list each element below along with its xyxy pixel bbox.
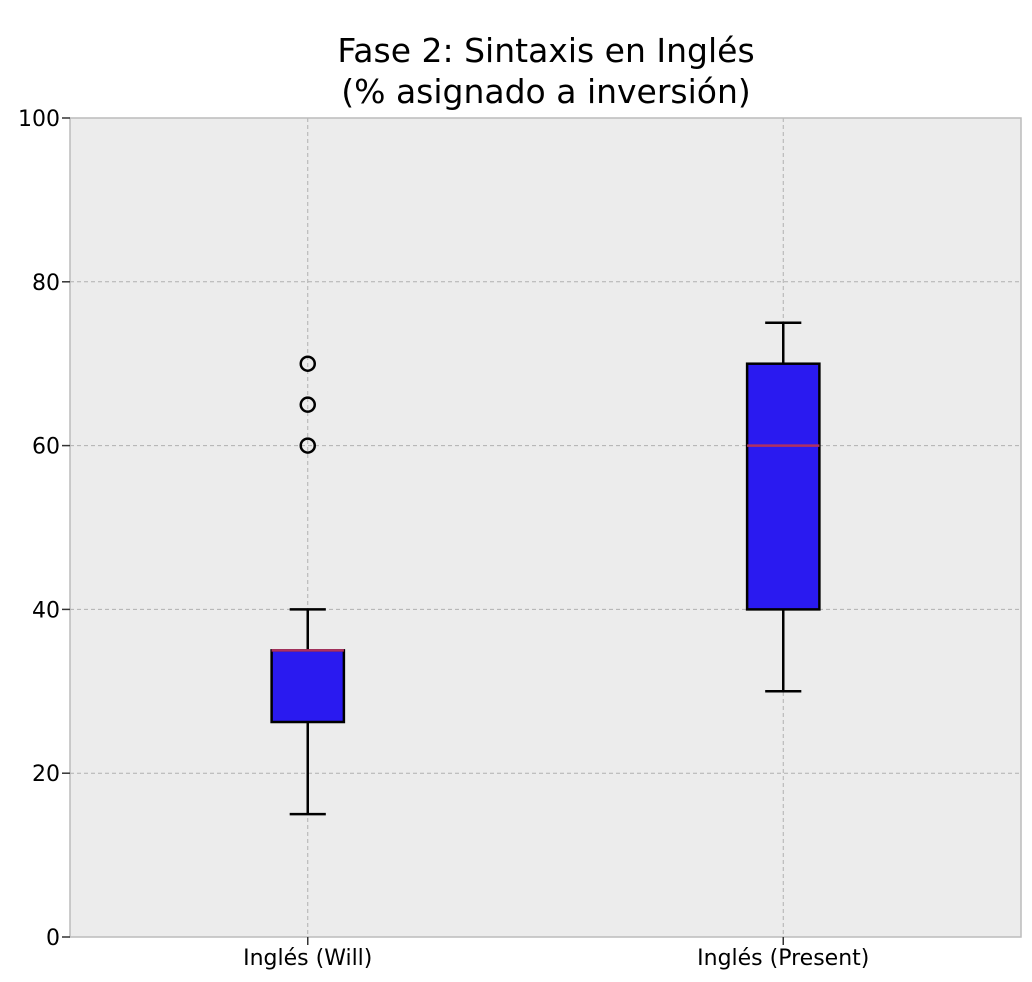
y-tick-label: 100 (18, 107, 60, 132)
x-tick-label: Inglés (Present) (697, 946, 869, 971)
outlier-point (299, 396, 316, 413)
x-tick-label: Inglés (Will) (243, 946, 372, 971)
chart-title: Fase 2: Sintaxis en Inglés (% asignado a… (337, 31, 754, 111)
outlier-point (299, 355, 316, 372)
y-axis: 0 20 40 60 80 100 (18, 107, 70, 951)
iqr-box (745, 362, 821, 611)
box-series (270, 321, 821, 816)
iqr-box (270, 649, 346, 724)
x-axis: Inglés (Will) Inglés (Present) (243, 937, 869, 971)
y-tick-label: 60 (32, 435, 60, 460)
chart-title-line-2: (% asignado a inversión) (341, 72, 751, 111)
outlier-point (299, 437, 316, 454)
plot-area (70, 118, 1021, 937)
plot-frame (69, 117, 1022, 938)
y-tick-label: 40 (32, 598, 60, 623)
y-tick-label: 0 (46, 926, 60, 951)
y-tick-label: 80 (32, 271, 60, 296)
box-group (745, 321, 821, 693)
chart-title-line-1: Fase 2: Sintaxis en Inglés (337, 31, 754, 70)
box-group (270, 355, 346, 816)
y-tick-label: 20 (32, 762, 60, 787)
